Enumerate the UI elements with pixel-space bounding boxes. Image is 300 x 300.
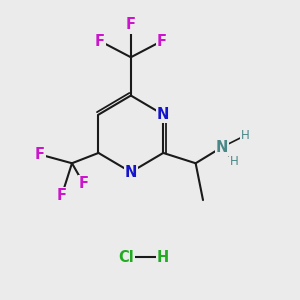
Text: Cl: Cl: [118, 250, 134, 265]
Text: N: N: [157, 107, 170, 122]
Text: H: H: [157, 250, 170, 265]
Text: F: F: [95, 34, 105, 49]
Text: N: N: [216, 140, 228, 154]
Text: H: H: [230, 155, 238, 168]
Text: F: F: [57, 188, 67, 203]
Text: H: H: [241, 129, 250, 142]
Text: F: F: [126, 17, 136, 32]
Text: F: F: [79, 176, 89, 191]
Text: N: N: [125, 165, 137, 180]
Text: F: F: [34, 147, 45, 162]
Text: F: F: [157, 34, 167, 49]
